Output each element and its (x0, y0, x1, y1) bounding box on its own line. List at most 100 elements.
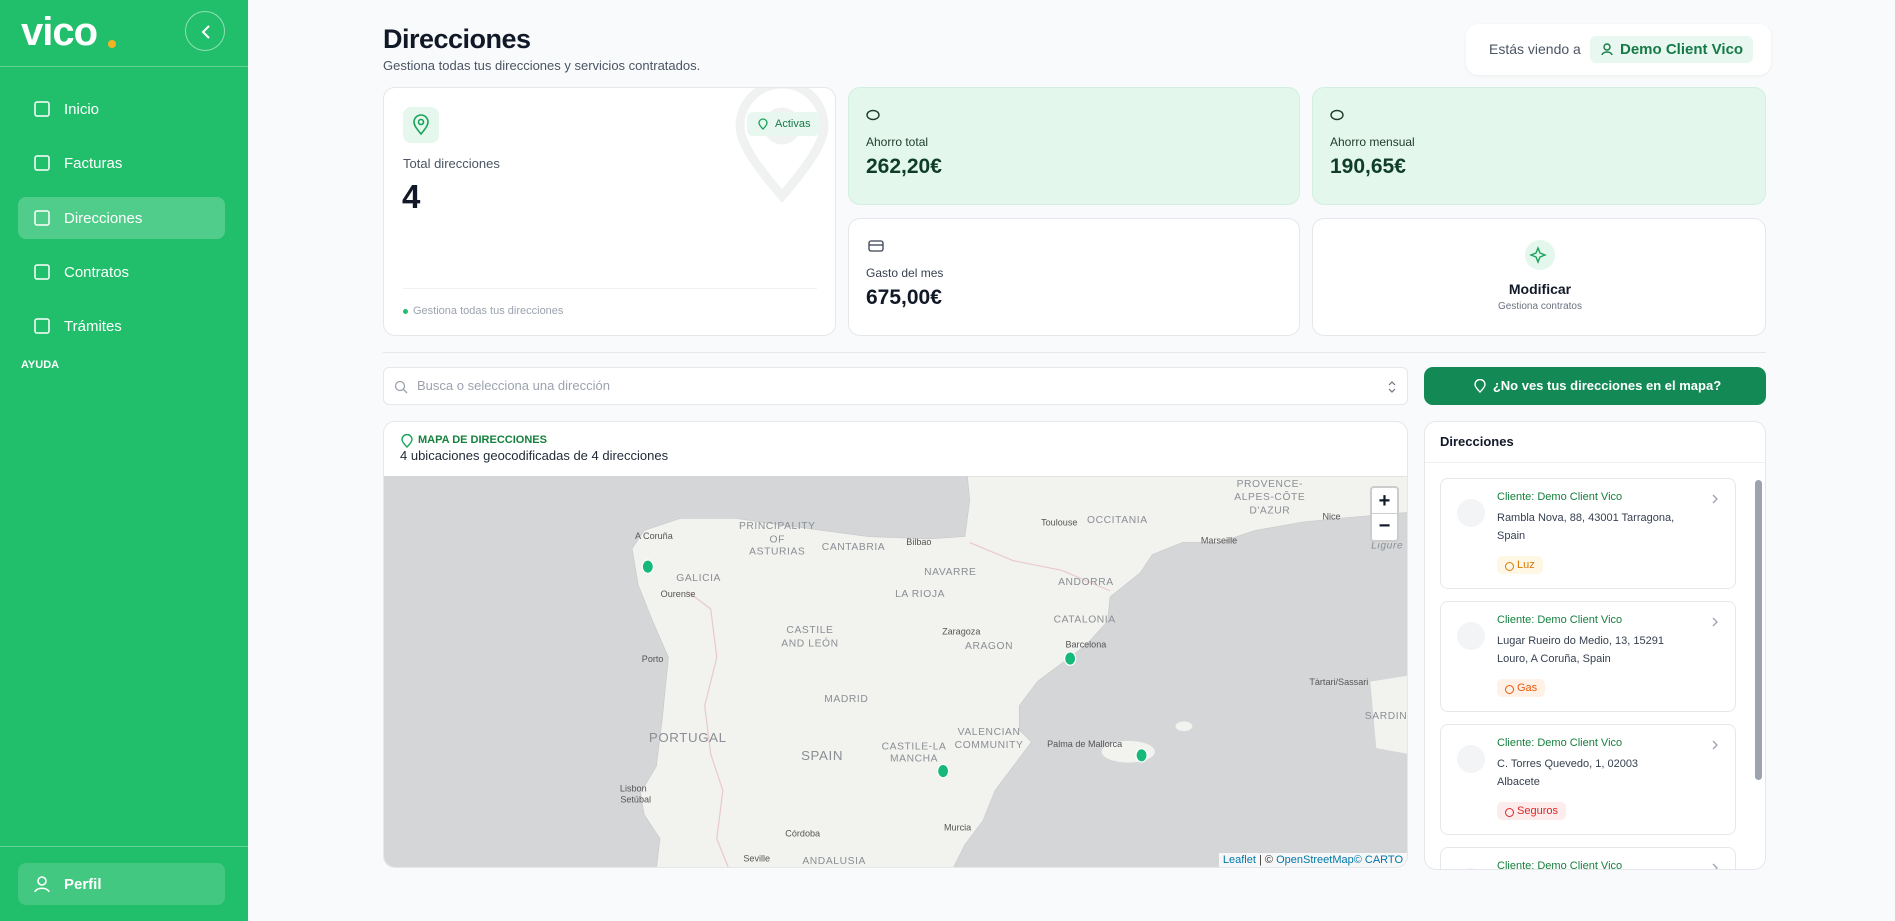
stat-label: Total direcciones (403, 156, 500, 171)
icon (403, 107, 439, 143)
divider (1425, 462, 1765, 463)
logo-dot (108, 40, 116, 48)
attribution-link[interactable]: OpenStreetMap (1276, 854, 1354, 866)
city-label: Toulouse (1041, 518, 1077, 528)
zoom-control: + − (1370, 486, 1399, 542)
city-label: Zaragoza (942, 626, 981, 636)
region-label: PROVENCE- (1237, 479, 1304, 490)
region-label: ANDALUSIA (802, 856, 866, 867)
map-card: MAPA DE DIRECCIONES 4 ubicaciones geocod… (383, 421, 1408, 868)
city-label: Marseille (1201, 536, 1237, 546)
client-name: Demo Client Vico (1620, 41, 1744, 58)
stat-value: 675,00€ (866, 286, 942, 309)
page-title: Direcciones (383, 24, 531, 54)
divider (383, 352, 1766, 353)
region-label: CANTABRIA (822, 542, 885, 553)
item-icon (1457, 868, 1485, 869)
map-subtitle: 4 ubicaciones geocodificadas de 4 direcc… (400, 448, 669, 463)
attribution: Leaflet | © OpenStreetMap© CARTO (1218, 853, 1407, 867)
region-label: PRINCIPALITY (739, 521, 816, 532)
item-icon (1457, 745, 1485, 773)
profile-button[interactable]: Perfil (18, 863, 225, 905)
region-label: ASTURIAS (749, 547, 805, 558)
location-marker[interactable] (1063, 651, 1077, 666)
city-label: Barcelona (1065, 640, 1107, 650)
region-label: CATALONIA (1054, 614, 1116, 625)
icon (1525, 240, 1555, 270)
item-tag: Gas (1497, 679, 1546, 697)
nav-item[interactable]: Inicio (18, 88, 225, 130)
stat-label: Gasto del mes (866, 266, 944, 280)
missing-addresses-button[interactable]: ¿No ves tus direcciones en el mapa? (1424, 367, 1766, 405)
profile-label: Perfil (64, 875, 102, 893)
address-panel: Direcciones Cliente: Demo Client Vico Ram… (1424, 421, 1766, 870)
region-label: NAVARRE (924, 567, 976, 578)
region-label: GALICIA (676, 573, 721, 584)
location-marker[interactable] (641, 559, 654, 574)
region-label: PORTUGAL (649, 730, 727, 745)
nav-item[interactable]: Direcciones (18, 197, 225, 239)
saving-total-card: Ahorro total 262,20€ (848, 87, 1300, 205)
nav-item[interactable]: Trámites (18, 305, 225, 347)
location-marker[interactable] (936, 763, 950, 779)
region-label: OCCITANIA (1087, 515, 1148, 526)
region-label: MADRID (824, 694, 868, 705)
region-label: ALPES-CÔTE (1234, 490, 1305, 503)
region-label: VALENCIAN (958, 727, 1021, 738)
attribution-link[interactable]: Leaflet (1222, 854, 1256, 866)
badge-label: Activas (775, 118, 811, 130)
zoom-out[interactable]: − (1378, 515, 1391, 537)
spend-card: Gasto del mes 675,00€ (848, 218, 1300, 336)
address-search[interactable]: Busca o selecciona una dirección (383, 367, 1408, 405)
scrollbar[interactable] (1755, 480, 1762, 780)
region-label: SPAIN (801, 748, 843, 763)
nav-item[interactable]: Facturas (18, 142, 225, 184)
modify-sub: Gestiona contratos (1498, 301, 1582, 312)
attribution-text: | © (1258, 854, 1274, 866)
item-address: Lugar Rueiro do Medio, 13, 15291 Louro, … (1497, 635, 1664, 665)
dot (403, 309, 408, 314)
sidebar: vico Inicio Facturas Direcciones Contratos T… (0, 0, 248, 921)
city-label: Porto (642, 654, 664, 664)
item-icon (1457, 499, 1485, 527)
button-label: ¿No ves tus direcciones en el mapa? (1492, 378, 1722, 393)
address-item[interactable]: Cliente: Demo Client Vico C. Torres Queve… (1440, 724, 1736, 835)
chevron (1711, 493, 1719, 508)
address-item[interactable]: Cliente: Demo Client Vico Rambla Nova, 88… (1440, 478, 1736, 589)
region-label: LA RIOJA (895, 589, 945, 600)
city-label: Tàrtari/Sassari (1309, 677, 1368, 687)
nav-item[interactable]: Contratos (18, 251, 225, 293)
city-label: Palma de Mallorca (1047, 739, 1123, 749)
modify-card[interactable]: Modificar Gestiona contratos (1312, 218, 1766, 336)
chevron (1711, 739, 1719, 754)
logo[interactable]: vico (21, 10, 98, 54)
divider (403, 288, 817, 289)
city-label: Murcia (944, 822, 972, 832)
viewing-label: Estás viendo a (1489, 41, 1581, 57)
address-item[interactable]: Cliente: Demo Client Vico (1440, 847, 1736, 869)
modify-label: Modificar (1508, 281, 1572, 297)
location-marker[interactable] (1135, 748, 1148, 763)
region-label: ANDORRA (1058, 577, 1114, 588)
region-label: CASTILE-LA (882, 741, 947, 752)
item-client: Cliente: Demo Client Vico (1497, 491, 1623, 503)
item-client: Cliente: Demo Client Vico (1497, 614, 1623, 626)
city-label: Nice (1322, 512, 1340, 522)
address-item[interactable]: Cliente: Demo Client Vico Lugar Rueiro do… (1440, 601, 1736, 712)
region-label: Ligure (1371, 541, 1403, 552)
stat-footer: Gestiona todas tus direcciones (413, 305, 564, 317)
stat-value: 262,20€ (866, 155, 942, 178)
city-label: Córdoba (785, 828, 821, 838)
region-label: CASTILE (786, 625, 833, 636)
chevron (1711, 862, 1719, 869)
nav-label: Contratos (64, 263, 130, 281)
zoom-in[interactable]: + (1372, 488, 1397, 514)
attribution-link[interactable]: © CARTO (1353, 854, 1403, 866)
client-pill[interactable]: Demo Client Vico (1590, 36, 1754, 63)
client-switcher: Estás viendo a Demo Client Vico (1466, 24, 1771, 75)
collapse-button[interactable] (185, 11, 225, 51)
stat-label: Ahorro mensual (1330, 135, 1415, 149)
city-label: Seville (743, 854, 770, 864)
region-label: MANCHA (890, 753, 938, 764)
